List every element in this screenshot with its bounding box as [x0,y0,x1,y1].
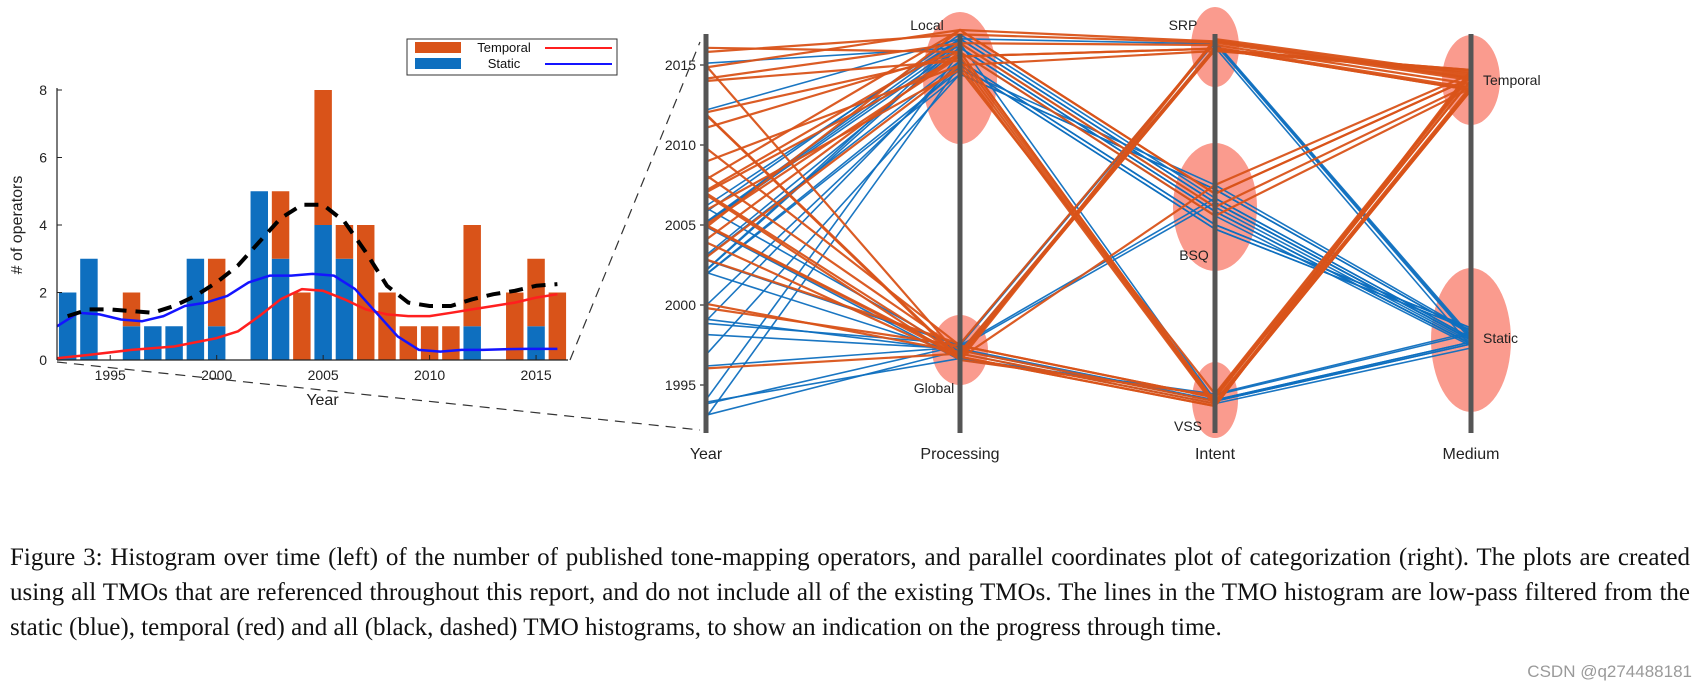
pc-line-2012-static [705,37,1472,341]
bar-temporal-2014 [506,292,524,360]
watermark-text: CSDN @q274488181 [1527,662,1692,681]
bar-static-1996 [122,326,141,360]
axis-label-medium: Medium [1443,446,1500,463]
bar-static-1994 [80,258,98,360]
category-label-global: Global [914,380,954,396]
bar-static-1993 [58,292,77,360]
x-tick-label-2005: 2005 [308,367,339,383]
x-tick-label-1995: 1995 [95,367,126,383]
pc-line-2015-temporal [705,28,1472,80]
bar-static-2003 [271,258,290,360]
pc-line-2002-static [705,68,1472,333]
legend-label-static: Static [488,56,521,71]
pc-line-2004-temporal [705,72,1472,360]
pc-line-2015-temporal [705,64,1472,408]
bar-temporal-2010 [420,326,439,360]
bar-temporal-2016 [548,292,567,360]
zoom-connector [56,41,701,431]
pc-line-2006-static [705,33,1472,339]
bar-temporal-2004 [293,292,311,360]
category-label-srp: SRP [1169,17,1198,33]
y-tick-label-2: 2 [39,285,47,301]
pc-line-2002-static [705,73,1472,335]
category-label-bsq: BSQ [1179,247,1209,263]
pc-line-2012-temporal [705,39,1472,362]
pc-line-2008-temporal [705,28,1472,196]
parallel-coordinates-chart: Year Processing Intent Medium 1995 2000 2005 20… [665,7,1541,463]
bar-temporal-2007 [356,225,375,360]
year-tick-label-2015: 2015 [665,57,696,73]
figure-canvas: 0 2 4 6 8 1995 2000 2005 2010 2015 Year # of operat… [9,7,1541,463]
y-tick-label-0: 0 [39,352,47,368]
year-tick-label-1995: 1995 [665,377,696,393]
figure-caption: Figure 3: Histogram over time (left) of … [10,544,1690,641]
bar-static-1999 [186,258,205,360]
y-tick-label-8: 8 [39,82,47,98]
pc-line-2003-static [705,59,1472,329]
year-tick-label-2000: 2000 [665,297,696,313]
bar-static-2002 [250,191,269,360]
x-tick-label-2010: 2010 [414,367,445,383]
line-all [66,202,558,319]
pc-line-2002-static [705,271,1472,405]
histogram-chart: 0 2 4 6 8 1995 2000 2005 2010 2015 Year # of operat… [9,38,618,409]
bar-temporal-2011 [442,326,460,360]
bar-temporal-2005 [314,90,332,225]
category-label-local: Local [910,17,943,33]
zoom-line-bottom [56,361,701,431]
pc-line-2016-temporal [705,33,1472,82]
bar-static-2000 [207,326,226,360]
line-static [56,272,558,353]
pc-line-2007-temporal [705,41,1472,209]
x-tick-label-2000: 2000 [201,367,232,383]
legend-swatch-static [415,58,461,69]
bar-static-2012 [463,326,481,360]
legend-label-temporal: Temporal [477,40,531,55]
bar-temporal-2015 [527,258,545,327]
bar-temporal-1996 [122,292,141,327]
y-axis-label: # of operators [9,176,26,275]
pc-line-1994-static [705,331,1472,403]
pc-line-2014-temporal [705,42,1472,86]
pc-line-2002-static [705,42,1472,401]
zoom-line-top [569,41,701,361]
pc-line-2000-static [705,64,1472,331]
bar-static-2005 [314,225,332,360]
pc-line-2015-static [705,46,1472,345]
pc-line-2002-static [705,37,1472,341]
y-tick-label-4: 4 [39,217,47,233]
bar-temporal-2006 [335,225,354,259]
axis-label-intent: Intent [1195,446,1236,463]
year-tick-label-2010: 2010 [665,137,696,153]
axis-label-processing: Processing [920,446,999,463]
bar-temporal-2000 [207,258,226,327]
y-tick-label-6: 6 [39,150,47,166]
bar-static-1997 [144,326,162,360]
axis-label-year: Year [690,446,723,463]
pc-line-2007-temporal [705,47,1472,194]
category-label-vss: VSS [1174,418,1202,434]
year-tick-label-2005: 2005 [665,217,696,233]
bar-static-2015 [527,326,545,360]
bar-static-1998 [165,326,183,360]
x-tick-label-2015: 2015 [520,367,551,383]
legend-swatch-temporal [415,42,461,53]
category-label-temporal: Temporal [1483,72,1541,88]
line-temporal [56,287,558,360]
bar-static-2006 [335,258,354,360]
bar-temporal-2003 [271,191,290,259]
category-label-static: Static [1483,330,1518,346]
pc-line-2016-temporal [705,46,1472,405]
pc-line-2011-temporal [705,50,1472,218]
x-axis-label: Year [306,392,339,409]
